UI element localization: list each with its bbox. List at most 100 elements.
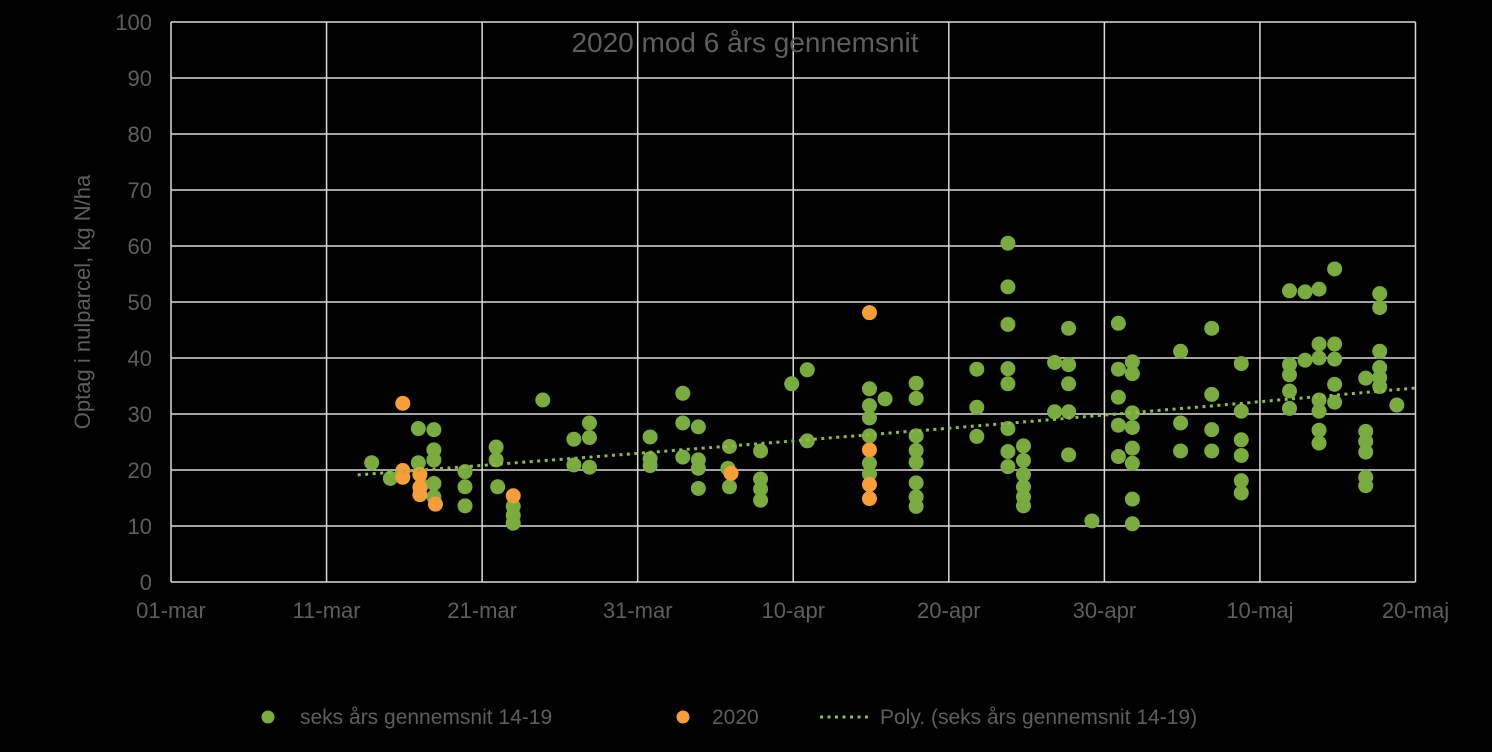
data-point <box>1173 443 1189 459</box>
data-point <box>721 479 737 495</box>
data-point <box>1000 361 1016 377</box>
data-point <box>799 362 815 378</box>
data-point <box>505 515 521 531</box>
y-tick-label: 40 <box>128 346 152 371</box>
data-point <box>1061 447 1077 463</box>
data-point <box>1281 383 1297 399</box>
series-2020 <box>395 305 877 512</box>
data-point <box>877 391 893 407</box>
data-point <box>1204 443 1220 459</box>
data-point <box>1311 281 1327 297</box>
y-tick-label: 60 <box>128 234 152 259</box>
data-point <box>861 381 877 397</box>
data-point <box>969 428 985 444</box>
data-point <box>1311 435 1327 451</box>
data-point <box>753 481 769 497</box>
data-point <box>1358 444 1374 460</box>
data-point <box>1110 361 1126 377</box>
y-axis-tick-labels: 0 10 20 30 40 50 60 70 80 90 100 <box>115 10 152 595</box>
y-tick-label: 50 <box>128 290 152 315</box>
y-tick-label: 20 <box>128 458 152 483</box>
y-tick-label: 0 <box>140 570 152 595</box>
data-point <box>566 457 582 473</box>
data-point <box>457 498 473 514</box>
data-point <box>1372 286 1388 302</box>
data-point <box>1000 421 1016 437</box>
data-point <box>1173 415 1189 431</box>
data-point <box>723 465 739 481</box>
gridlines <box>170 21 1417 583</box>
data-point <box>861 410 877 426</box>
data-point <box>861 305 877 321</box>
data-point <box>675 385 691 401</box>
data-point <box>1047 404 1063 420</box>
legend-marker-orange-dot <box>676 710 690 724</box>
data-point <box>861 442 877 458</box>
data-point <box>1000 376 1016 392</box>
data-point <box>1084 513 1100 529</box>
data-point <box>721 438 737 454</box>
data-point <box>1233 356 1249 372</box>
data-point <box>412 487 428 503</box>
data-point <box>1233 485 1249 501</box>
data-point <box>395 395 411 411</box>
data-point <box>1311 350 1327 366</box>
data-point <box>410 455 426 471</box>
data-point <box>1327 394 1343 410</box>
data-point <box>861 477 877 493</box>
data-point <box>1061 357 1077 373</box>
y-tick-label: 30 <box>128 402 152 427</box>
data-point <box>690 419 706 435</box>
data-point <box>1000 444 1016 460</box>
x-tick-label: 20-apr <box>917 598 981 623</box>
data-point <box>490 479 506 495</box>
y-tick-label: 70 <box>128 178 152 203</box>
data-point <box>861 455 877 471</box>
legend-label-green: seks års gennemsnit 14-19 <box>300 706 552 729</box>
data-point <box>753 443 769 459</box>
x-tick-label: 01-mar <box>136 598 206 623</box>
data-point <box>1124 491 1140 507</box>
data-point <box>1358 433 1374 449</box>
data-point <box>1000 279 1016 295</box>
data-point <box>1061 376 1077 392</box>
data-point <box>1327 351 1343 367</box>
data-point <box>1372 300 1388 316</box>
data-point <box>690 480 706 496</box>
y-tick-label: 10 <box>128 514 152 539</box>
data-point <box>581 459 597 475</box>
data-point <box>426 452 442 468</box>
data-point <box>426 475 442 491</box>
data-point <box>784 376 800 392</box>
data-point <box>861 491 877 507</box>
data-point <box>1389 397 1405 413</box>
data-point <box>861 428 877 444</box>
x-tick-label: 21-mar <box>447 598 517 623</box>
legend-label-trend: Poly. (seks års gennemsnit 14-19) <box>880 706 1197 729</box>
data-point <box>1327 376 1343 392</box>
data-point <box>908 390 924 406</box>
data-point <box>690 460 706 476</box>
legend-label-orange: 2020 <box>712 706 759 729</box>
data-point <box>1124 516 1140 532</box>
data-point <box>1281 367 1297 383</box>
data-point <box>969 361 985 377</box>
data-point <box>1061 404 1077 420</box>
data-point <box>457 479 473 495</box>
data-point <box>457 464 473 480</box>
data-point <box>1015 466 1031 482</box>
x-tick-label: 30-apr <box>1073 598 1137 623</box>
data-point <box>1061 320 1077 336</box>
data-point <box>908 442 924 458</box>
data-point <box>1297 352 1313 368</box>
data-point <box>908 375 924 391</box>
legend-marker-green-dot <box>261 710 275 724</box>
data-point <box>1281 283 1297 299</box>
data-point <box>581 430 597 446</box>
x-tick-label: 31-mar <box>603 598 673 623</box>
data-point <box>410 421 426 437</box>
data-point <box>1110 389 1126 405</box>
data-point <box>566 431 582 447</box>
